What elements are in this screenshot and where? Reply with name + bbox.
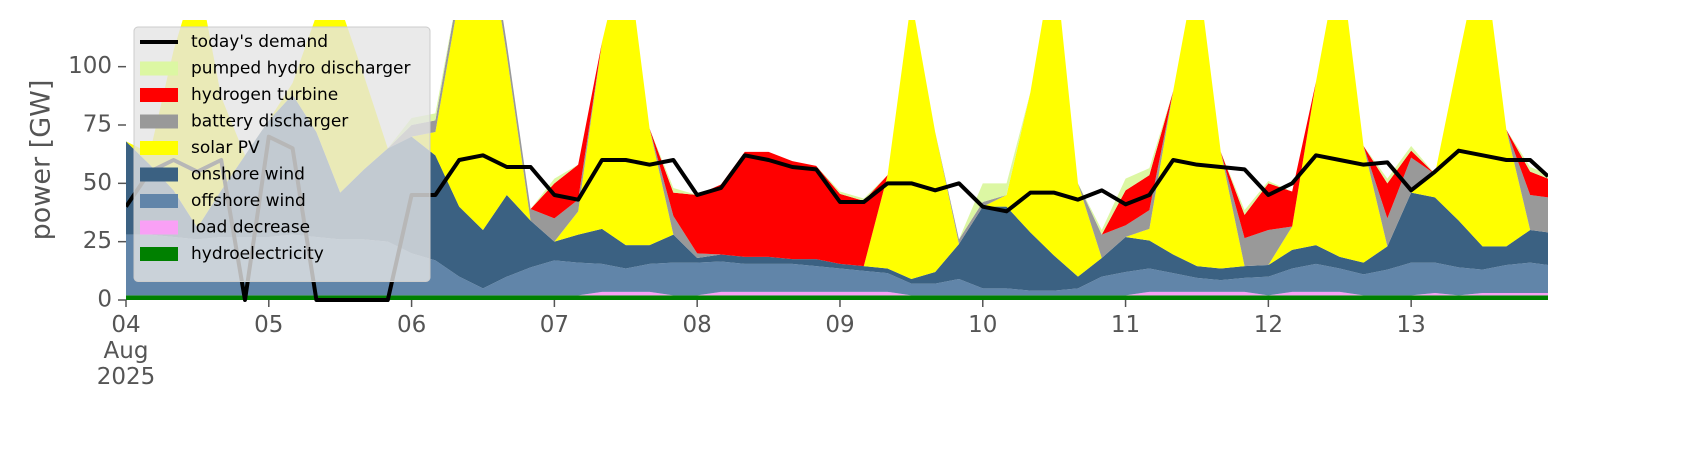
legend-label: pumped hydro discharger [191,59,410,79]
legend-label: today's demand [191,32,328,52]
legend-label: offshore wind [191,191,306,211]
x-tick-label: 12 [1253,312,1283,338]
x-tick-label: 09 [825,312,855,338]
y-tick-label: 75 [83,112,112,138]
area [126,20,1548,267]
legend-swatch [140,114,178,129]
y-tick-label: 50 [83,170,112,196]
y-tick-label: 100 [68,53,112,79]
legend: today's demand pumped hydro discharger hyd… [133,26,431,282]
area [126,291,1548,296]
y-tick-label: 0 [97,287,112,313]
area [126,20,1548,279]
area [126,234,1548,296]
x-tick-label: 06 [396,312,427,338]
area [126,295,1548,300]
area [126,94,1548,291]
legend-swatch [140,61,178,76]
x-tick-label: 13 [1396,312,1426,338]
legend-label: battery discharger [191,112,348,132]
legend-swatch [140,167,178,182]
legend-label: onshore wind [191,165,305,185]
x-tick-label: 04 Aug 2025 [96,312,156,390]
legend-label: load decrease [191,218,310,238]
line [126,134,1548,302]
legend-label: solar PV [191,138,260,158]
x-tick-label: 11 [1110,312,1141,338]
legend-box [133,26,431,282]
y-tick-label: 25 [83,228,112,254]
legend-label: hydroelectricity [191,244,324,264]
x-tick-label: 05 [254,312,284,338]
legend-label: hydrogen turbine [191,85,338,105]
legend-swatch [140,194,178,208]
y-axis-label: power [GW] [26,80,57,241]
legend-swatch [140,141,178,155]
x-tick-label: 10 [968,312,998,338]
legend-swatch [140,220,178,235]
plot-area [126,20,1548,302]
legend-swatch [140,247,178,261]
x-tick-label: 08 [682,312,712,338]
x-tick-label: 07 [539,312,570,338]
legend-swatch [140,88,178,102]
